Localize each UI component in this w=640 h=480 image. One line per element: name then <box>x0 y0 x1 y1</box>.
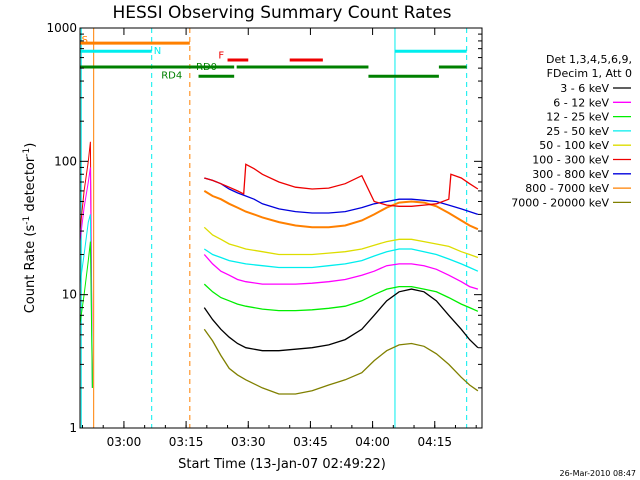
y-axis: 1 10 100 1000 <box>46 21 482 435</box>
chart-title: HESSI Observing Summary Count Rates <box>112 3 451 23</box>
y-tick-label: 10 <box>62 288 77 302</box>
legend-label: 100 - 300 keV <box>532 154 609 167</box>
series-line-100-300-kev <box>204 163 479 207</box>
legend-label: 3 - 6 keV <box>560 82 609 95</box>
legend-label: 50 - 100 keV <box>539 139 609 152</box>
plot-frame <box>79 27 483 429</box>
flag-label-n: N <box>154 46 161 57</box>
x-tick-label: 03:15 <box>169 435 204 449</box>
flag-label-s: S <box>82 35 88 46</box>
legend-label: 12 - 25 keV <box>546 111 609 124</box>
x-tick-label: 04:15 <box>417 435 452 449</box>
legend-header-line-2: FDecim 1, Att 0 <box>547 67 632 80</box>
legend-label: 6 - 12 keV <box>553 96 609 109</box>
legend-label: 800 - 7000 keV <box>525 182 609 195</box>
series-line-6-12-kev <box>203 254 479 290</box>
legend-header-line-1: Det 1,3,4,5,6,9, <box>546 53 632 66</box>
series-line-800-7000-kev <box>203 190 479 231</box>
flag-label-f: F <box>218 51 224 62</box>
y-tick-label: 1 <box>69 421 77 435</box>
series-line-7000-20000-kev <box>203 328 479 395</box>
series-line-3-6-kev <box>203 288 479 352</box>
legend-label: 25 - 50 keV <box>546 125 609 138</box>
flag-label-rd4: RD4 <box>161 71 182 82</box>
x-axis-title: Start Time (13-Jan-07 02:49:22) <box>178 457 386 472</box>
y-tick-label: 100 <box>54 154 77 168</box>
series-line-25-50-kev <box>203 248 479 272</box>
x-axis: 03:00 03:15 03:30 03:45 04:00 04:15 <box>81 28 477 449</box>
generation-timestamp: 26-Mar-2010 08:47 <box>560 469 637 478</box>
x-tick-label: 03:45 <box>293 435 328 449</box>
legend-label: 300 - 800 keV <box>532 168 609 181</box>
y-tick-label: 1000 <box>46 21 77 35</box>
series-line-300-800-kev <box>204 177 479 216</box>
x-tick-label: 03:30 <box>231 435 266 449</box>
x-tick-label: 03:00 <box>107 435 142 449</box>
y-axis-title: Count Rate (s-1 detector-1) <box>22 143 38 314</box>
legend-label: 7000 - 20000 keV <box>511 196 609 209</box>
x-tick-label: 04:00 <box>355 435 390 449</box>
series-line-50-100-kev <box>203 226 479 259</box>
series-line-12-25-kev <box>203 283 479 312</box>
legend: Det 1,3,4,5,6,9, FDecim 1, Att 0 3 - 6 k… <box>511 53 632 209</box>
early-spike-4 <box>79 241 93 388</box>
flag-label-rd0: RD0 <box>196 62 217 73</box>
